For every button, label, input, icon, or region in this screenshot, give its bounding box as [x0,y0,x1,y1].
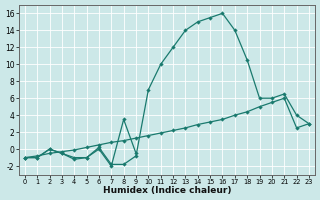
X-axis label: Humidex (Indice chaleur): Humidex (Indice chaleur) [103,186,231,195]
